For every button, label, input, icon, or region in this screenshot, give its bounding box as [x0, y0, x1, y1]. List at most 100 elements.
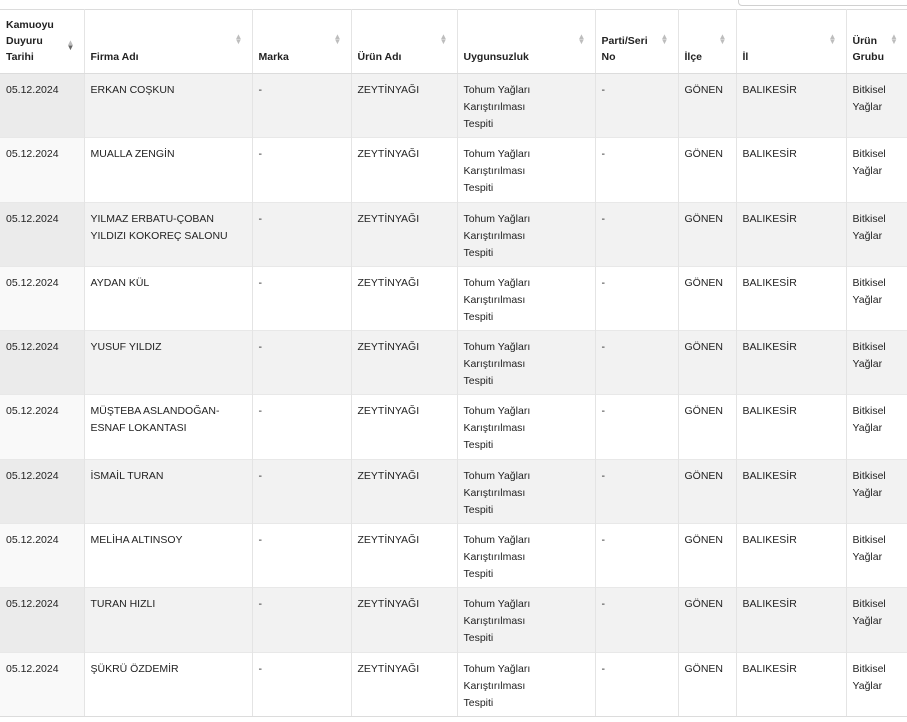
column-header-ilce[interactable]: İlçe ▲ ▼ [678, 9, 737, 74]
column-header-label: Kamuoyu [6, 19, 54, 31]
cell-urun: ZEYTİNYAĞI [351, 266, 458, 331]
cell-line: Karıştırılması [463, 101, 526, 113]
cell-tarih: 05.12.2024 [0, 266, 85, 331]
cell-parti: - [595, 459, 679, 524]
cell-parti: - [595, 330, 679, 395]
cell-line: Yağlar [852, 679, 883, 692]
cell-uygun: Tohum Yağları Karıştırılması Tespiti [457, 202, 596, 267]
cell-ilce: GÖNEN [678, 137, 737, 203]
column-header-tarih[interactable]: Kamuoyu Duyuru Tarihi ▲ ▼ [0, 9, 85, 74]
cell-grup: Bitkisel Yağlar [846, 330, 907, 395]
cell-line: Tespiti [463, 246, 494, 259]
cell-line: Yağlar [852, 422, 883, 435]
cell-line: Tespiti [463, 310, 494, 323]
cell-il: BALIKESİR [736, 394, 847, 460]
column-header-label: Ürün [852, 35, 878, 47]
column-header-label: İlçe [684, 51, 703, 63]
cell-uygun: Tohum Yağları Karıştırılması Tespiti [457, 523, 596, 588]
cell-firma: AYDAN KÜL [84, 266, 253, 331]
cell-line: Tespiti [463, 568, 494, 581]
cell-il: BALIKESİR [736, 137, 847, 203]
column-header-urun[interactable]: Ürün Adı ▲ ▼ [351, 9, 458, 74]
cell-parti: - [595, 652, 679, 717]
cell-parti: - [595, 137, 679, 203]
cell-il: BALIKESİR [736, 652, 847, 717]
column-header-label: Tarihi [6, 51, 34, 63]
cell-marka: - [252, 523, 352, 588]
cell-il: BALIKESİR [736, 459, 847, 524]
cell-line: AYDAN KÜL [90, 276, 150, 289]
cell-line: Karıştırılması [463, 229, 526, 242]
cell-line: Tohum Yağları [463, 341, 531, 354]
cell-firma: MÜŞTEBA ASLANDOĞAN- ESNAF LOKANTASI [84, 394, 253, 460]
cell-uygun: Tohum Yağları Karıştırılması Tespiti [457, 330, 596, 395]
cell-line: Yağlar [852, 615, 883, 628]
cell-line: Yağlar [852, 229, 883, 242]
sort-arrows-icon[interactable]: ▲ ▼ [718, 32, 727, 46]
cell-line: Karıştırılması [463, 358, 526, 371]
cell-il: BALIKESİR [736, 587, 847, 653]
cell-uygun: Tohum Yağları Karıştırılması Tespiti [457, 587, 596, 653]
cell-il: BALIKESİR [736, 523, 847, 588]
sort-arrows-icon[interactable]: ▲ ▼ [234, 32, 243, 46]
cell-line: Tohum Yağları [463, 276, 531, 289]
cell-il: BALIKESİR [736, 202, 847, 267]
cell-line: Bitkisel [852, 276, 886, 289]
cell-line: İSMAİL TURAN [90, 469, 164, 482]
cell-parti: - [595, 587, 679, 653]
sort-arrows-icon[interactable]: ▲ ▼ [577, 32, 586, 46]
column-header-firma[interactable]: Firma Adı ▲ ▼ [84, 9, 253, 74]
sort-arrows-icon[interactable]: ▲ ▼ [333, 32, 342, 46]
search-input[interactable] [738, 0, 907, 6]
cell-line: Bitkisel [852, 598, 886, 611]
cell-tarih: 05.12.2024 [0, 652, 85, 717]
cell-line: Tohum Yağları [463, 469, 531, 482]
table-row: 05.12.2024 AYDAN KÜL - ZEYTİNYAĞI Tohum Yağl… [0, 266, 907, 331]
cell-il: BALIKESİR [736, 73, 847, 138]
table-row: 05.12.2024 MUALLA ZENGİN - ZEYTİNYAĞI Tohum … [0, 137, 907, 203]
column-header-parti[interactable]: Parti/Seri No ▲ ▼ [595, 9, 679, 74]
cell-grup: Bitkisel Yağlar [846, 266, 907, 330]
table-row: 05.12.2024 YILMAZ ERBATU-ÇOBAN YILDIZI KOK… [0, 202, 907, 267]
cell-line: Yağlar [852, 358, 883, 371]
results-table: Kamuoyu Duyuru Tarihi ▲ ▼ Firma Adı ▲ ▼ Marka ▲ ▼ Ü… [0, 9, 907, 717]
sort-arrows-icon[interactable]: ▲ ▼ [66, 38, 75, 52]
column-header-label: Firma Adı [90, 51, 139, 63]
sort-arrows-icon[interactable]: ▲ ▼ [828, 32, 837, 46]
cell-marka: - [252, 73, 352, 138]
table-bottom-border [0, 716, 907, 717]
column-header-uygun[interactable]: Uygunsuzluk ▲ ▼ [457, 9, 596, 74]
cell-grup: Bitkisel Yağlar [846, 652, 907, 716]
column-header-marka[interactable]: Marka ▲ ▼ [252, 9, 352, 74]
cell-ilce: GÖNEN [678, 394, 737, 460]
table-row: 05.12.2024 İSMAİL TURAN - ZEYTİNYAĞI Tohum Y… [0, 459, 907, 524]
cell-marka: - [252, 202, 352, 267]
cell-line: Tespiti [463, 439, 494, 452]
cell-line: Tohum Yağları [463, 598, 531, 611]
cell-tarih: 05.12.2024 [0, 459, 85, 524]
column-header-il[interactable]: İl ▲ ▼ [736, 9, 847, 74]
cell-line: YILMAZ ERBATU-ÇOBAN [90, 212, 215, 225]
cell-uygun: Tohum Yağları Karıştırılması Tespiti [457, 459, 596, 524]
cell-ilce: GÖNEN [678, 587, 737, 653]
column-header-label: Uygunsuzluk [463, 51, 529, 63]
cell-tarih: 05.12.2024 [0, 330, 85, 395]
cell-line: Yağlar [852, 293, 883, 306]
sort-arrows-icon[interactable]: ▲ ▼ [890, 32, 898, 46]
cell-firma: MELİHA ALTINSOY [84, 523, 253, 588]
cell-urun: ZEYTİNYAĞI [351, 394, 458, 460]
sort-arrows-icon[interactable]: ▲ ▼ [439, 32, 448, 46]
sort-arrows-icon[interactable]: ▲ ▼ [660, 32, 669, 46]
cell-grup: Bitkisel Yağlar [846, 459, 907, 524]
cell-ilce: GÖNEN [678, 652, 737, 717]
column-header-grup[interactable]: Ürün Grubu ▲ ▼ [846, 9, 907, 74]
cell-line: Bitkisel [852, 84, 886, 96]
cell-line: Tespiti [463, 182, 494, 195]
cell-firma: TURAN HIZLI [84, 587, 253, 653]
cell-grup: Bitkisel Yağlar [846, 73, 907, 138]
cell-firma: ERKAN COŞKUN [84, 73, 253, 138]
cell-urun: ZEYTİNYAĞI [351, 73, 458, 138]
cell-line: Tohum Yağları [463, 212, 531, 225]
table-row: 05.12.2024 MÜŞTEBA ASLANDOĞAN- ESNAF LOKAN… [0, 394, 907, 460]
cell-line: Bitkisel [852, 212, 886, 225]
